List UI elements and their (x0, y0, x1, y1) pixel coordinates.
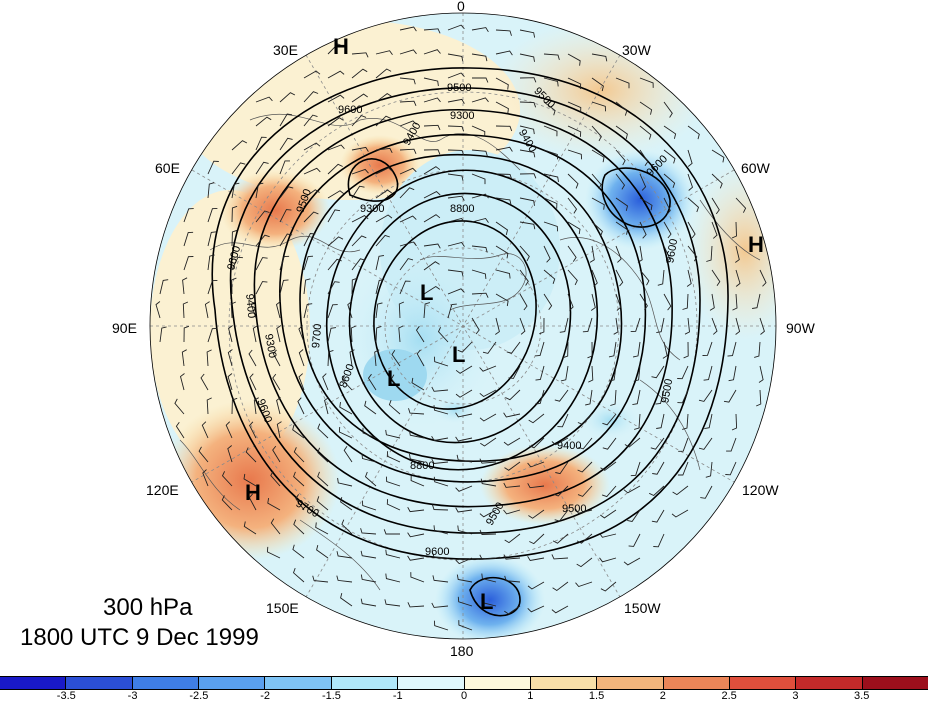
colorbar-segment (66, 677, 133, 689)
colorbar-tick-label: -1 (392, 690, 403, 702)
contour-label: 9300 (360, 203, 385, 215)
colorbar-segment (132, 677, 200, 689)
colorbar-segment (530, 677, 598, 689)
colorbar-tick-label: 2.5 (721, 690, 737, 702)
low-pressure-label: L (452, 342, 466, 367)
colorbar-tick-label: 1.5 (588, 690, 605, 702)
colorbar-tick-label: -3.5 (56, 690, 76, 702)
colorbar-tick-label: -2.5 (189, 690, 209, 702)
low-pressure-label: L (387, 366, 401, 391)
colorbar-tick-label: -3 (127, 690, 138, 702)
colorbar (0, 676, 928, 690)
contour-label: 9300 (450, 110, 475, 122)
longitude-label: 90W (786, 320, 815, 336)
longitude-label: 60E (155, 160, 180, 176)
colorbar-segment (265, 677, 332, 689)
contour-label: 9500 (447, 82, 472, 94)
longitude-label: 120E (146, 482, 179, 498)
longitude-label: 150E (266, 600, 299, 616)
low-pressure-label: L (480, 589, 494, 614)
colorbar-segment (464, 677, 531, 689)
longitude-label: 120W (742, 482, 779, 498)
colorbar-tick-label: -2 (260, 690, 271, 702)
colorbar-segment (398, 677, 465, 689)
colorbar-tick-label: 1 (527, 690, 534, 702)
contour-label: 9700 (310, 323, 325, 349)
contour-label: 8800 (450, 203, 475, 215)
colorbar-segment (862, 677, 928, 689)
longitude-label: 150W (624, 600, 661, 616)
longitude-label: 30E (273, 42, 298, 58)
contour-label: 9500 (562, 503, 587, 515)
colorbar-segment (597, 677, 664, 689)
contour-label: 9400 (243, 293, 258, 319)
high-pressure-label: H (245, 480, 261, 505)
colorbar-tick-label: 2 (659, 690, 666, 702)
colorbar-tick-label: 0 (460, 690, 468, 702)
contour-label: 8800 (410, 460, 435, 472)
contour-label: 9600 (338, 104, 363, 116)
longitude-label: 90E (112, 320, 137, 336)
longitude-label: 60W (741, 160, 770, 176)
low-pressure-label: L (420, 280, 434, 305)
valid-time-title: 1800 UTC 9 Dec 1999 (20, 624, 259, 651)
longitude-label: 0 (457, 0, 465, 14)
contour-label: 9400 (557, 440, 582, 452)
high-pressure-label: H (748, 232, 764, 257)
colorbar-segment (199, 677, 266, 689)
longitude-label: 30W (622, 42, 651, 58)
colorbar-segment (331, 677, 399, 689)
colorbar-tick-label: 3 (792, 690, 799, 702)
contour-label: 9600 (425, 546, 450, 558)
pressure-level-title: 300 hPa (103, 594, 193, 621)
colorbar-segment (663, 677, 730, 689)
colorbar-segment (729, 677, 797, 689)
shaded-anomaly-field (150, 13, 776, 639)
colorbar-tick-label: 3.5 (854, 690, 870, 702)
colorbar-segment (0, 677, 67, 689)
colorbar-tick-label: -1.5 (321, 690, 341, 702)
colorbar-segment (796, 677, 863, 689)
longitude-label: 180 (450, 643, 474, 659)
high-pressure-label: H (333, 34, 349, 59)
